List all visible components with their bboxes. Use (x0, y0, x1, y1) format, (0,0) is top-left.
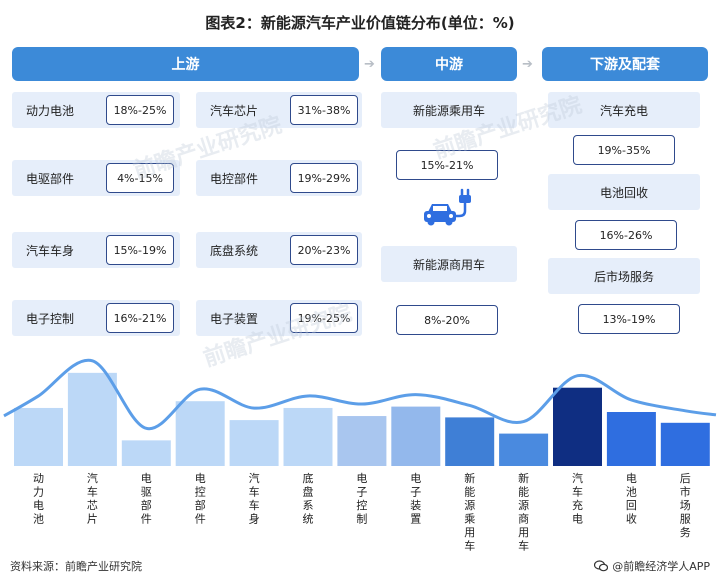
upstream-pct: 31%-38% (290, 95, 358, 125)
page-title: 图表2：新能源汽车产业价值链分布(单位：%) (205, 14, 515, 32)
value-curve (3, 358, 717, 430)
x-tick-label: 电子控制 (356, 472, 367, 526)
x-tick-label: 汽车充电 (572, 471, 583, 526)
source-note: 资料来源：前瞻产业研究院 (10, 560, 142, 573)
bar (553, 387, 602, 466)
downstream-pct: 19%-35% (573, 135, 675, 165)
downstream-header: 下游及配套 (542, 47, 708, 81)
midstream-label: 新能源乘用车 (381, 92, 517, 128)
bar (337, 416, 387, 466)
downstream-label: 汽车充电 (548, 92, 700, 128)
bar (175, 401, 225, 466)
x-tick-label: 汽车芯片 (87, 471, 98, 526)
ev-charging-car-icon (424, 188, 471, 226)
downstream-pct: 13%-19% (578, 304, 680, 334)
bar (283, 407, 333, 466)
x-tick-label: 电控部件 (195, 472, 206, 526)
x-tick-label: 后市场服务 (680, 472, 691, 539)
midstream-label: 新能源商用车 (381, 246, 517, 282)
bar (606, 412, 656, 466)
bar (121, 440, 171, 466)
brand-credit: @前瞻经济学人APP (594, 558, 710, 574)
bar (660, 422, 710, 466)
x-tick-label: 新能源乘用车 (464, 471, 475, 553)
arrow-right-icon: ➔ (522, 57, 533, 72)
bar (391, 406, 441, 466)
midstream-pct: 8%-20% (396, 305, 498, 335)
x-tick-label: 电子装置 (410, 472, 421, 526)
upstream-pct: 20%-23% (290, 235, 358, 265)
upstream-header: 上游 (12, 47, 359, 81)
wechat-icon (594, 560, 609, 572)
bar (67, 372, 117, 466)
bar (229, 420, 279, 466)
upstream-pct: 18%-25% (106, 95, 174, 125)
upstream-pct: 15%-19% (106, 235, 174, 265)
x-tick-label: 新能源商用车 (518, 471, 529, 553)
upstream-pct: 19%-25% (290, 303, 358, 333)
upstream-pct: 19%-29% (290, 163, 358, 193)
x-tick-label: 底盘系统 (303, 471, 314, 526)
x-tick-label: 电池回收 (626, 472, 637, 526)
bar (499, 433, 549, 466)
downstream-label: 电池回收 (548, 174, 700, 210)
downstream-label: 后市场服务 (548, 258, 700, 294)
upstream-pct: 16%-21% (106, 303, 174, 333)
x-tick-label: 电驱部件 (141, 472, 152, 526)
value-distribution-chart: 动力电池 汽车芯片 电驱部件 电控部件 汽车车身 底盘系统 电子控制 电子装置 新能源乘用车 新能… (3, 358, 717, 553)
midstream-header: 中游 (381, 47, 517, 81)
upstream-pct: 4%-15% (106, 163, 174, 193)
x-tick-label: 汽车车身 (249, 471, 260, 526)
brand-text: @前瞻经济学人APP (612, 560, 710, 573)
x-tick-label: 动力电池 (33, 472, 44, 526)
arrow-right-icon: ➔ (364, 57, 375, 72)
bar (14, 407, 63, 466)
downstream-pct: 16%-26% (575, 220, 677, 250)
midstream-pct: 15%-21% (396, 150, 498, 180)
bar (445, 417, 495, 466)
